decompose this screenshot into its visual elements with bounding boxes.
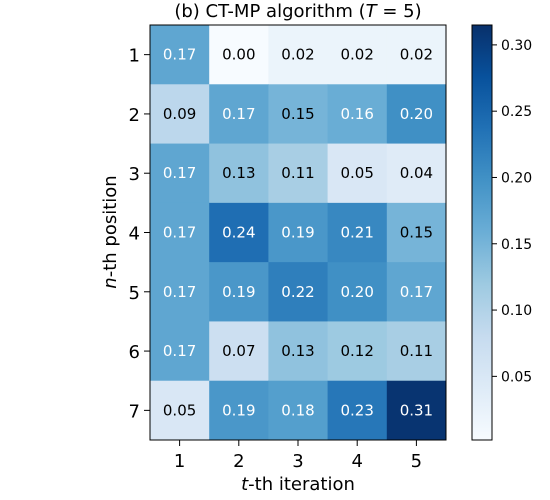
heatmap-cell (386, 380, 447, 441)
cell-value-label: 0.05 (340, 164, 373, 182)
heatmap-cell (386, 202, 447, 263)
cell-value-label: 0.17 (163, 342, 196, 360)
x-tick-label: 5 (411, 451, 422, 472)
cell-value-label: 0.02 (340, 46, 373, 64)
heatmap-cells (150, 25, 447, 441)
cell-value-label: 0.05 (163, 401, 196, 419)
x-tick-label: 3 (292, 451, 303, 472)
cell-value-label: 0.20 (340, 283, 373, 301)
colorbar-tick-label: 0.25 (501, 104, 532, 120)
cell-value-label: 0.17 (222, 105, 255, 123)
heatmap-cell (268, 25, 329, 85)
cell-value-label: 0.19 (222, 283, 255, 301)
colorbar-tick-label: 0.30 (501, 38, 532, 54)
y-tick-label: 3 (129, 164, 140, 185)
heatmap-cell (209, 262, 269, 322)
cell-value-label: 0.22 (281, 283, 314, 301)
cell-value-label: 0.20 (400, 105, 433, 123)
chart-title: (b) CT-MP algorithm (T = 5) (174, 1, 421, 22)
heatmap-cell (327, 380, 388, 441)
cell-value-label: 0.09 (163, 105, 196, 123)
cell-value-label: 0.17 (163, 224, 196, 242)
cell-value-label: 0.00 (222, 46, 255, 64)
cell-value-label: 0.17 (163, 283, 196, 301)
x-axis-label: t-th iteration (241, 474, 355, 495)
heatmap-cell (209, 202, 269, 263)
colorbar (471, 24, 493, 441)
heatmap-cell (327, 143, 388, 204)
cell-value-label: 0.04 (400, 164, 433, 182)
heatmap-cell (327, 25, 388, 85)
cell-value-label: 0.15 (400, 224, 433, 242)
cell-value-label: 0.02 (281, 46, 314, 64)
heatmap-cell (209, 25, 269, 85)
cell-value-label: 0.07 (222, 342, 255, 360)
heatmap-cell (327, 321, 388, 382)
heatmap-cell (150, 202, 210, 263)
heatmap-cell (150, 321, 210, 382)
heatmap-cell (150, 262, 210, 322)
heatmap-cell-labels: 0.17 0.00 0.02 0.02 0.02 0.09 0.17 0.15 0.16 0.20… (163, 46, 433, 420)
cell-value-label: 0.19 (222, 401, 255, 419)
x-tick-label: 1 (174, 451, 185, 472)
colorbar-tick-label: 0.20 (501, 170, 532, 186)
colorbar-tick-label: 0.10 (501, 303, 532, 319)
heatmap-cell (268, 143, 329, 204)
cell-value-label: 0.11 (400, 342, 433, 360)
heatmap-cell (268, 380, 329, 441)
cell-value-label: 0.17 (400, 283, 433, 301)
cell-value-label: 0.23 (340, 401, 373, 419)
heatmap-cell (150, 25, 210, 85)
heatmap-cell (386, 262, 447, 322)
heatmap-cell (386, 25, 447, 85)
heatmap-cell (327, 262, 388, 322)
heatmap-cell (327, 202, 388, 263)
heatmap-cell (268, 262, 329, 322)
y-tick-label: 5 (129, 283, 140, 304)
heatmap-cell (386, 321, 447, 382)
cell-value-label: 0.17 (163, 46, 196, 64)
heatmap-cell (268, 202, 329, 263)
y-tick-label: 1 (129, 46, 140, 67)
cell-value-label: 0.17 (163, 164, 196, 182)
y-axis-label: n-th position (100, 175, 121, 288)
cell-value-label: 0.19 (281, 224, 314, 242)
y-axis-ticks: 1 2 3 4 5 6 7 (129, 46, 150, 422)
colorbar-tick-label: 0.15 (501, 237, 532, 253)
heatmap-cell (327, 84, 388, 145)
cell-value-label: 0.11 (281, 164, 314, 182)
y-tick-label: 4 (129, 224, 140, 245)
x-tick-label: 2 (233, 451, 244, 472)
heatmap-cell (150, 380, 210, 441)
cell-value-label: 0.21 (340, 224, 373, 242)
x-axis-ticks: 1 2 3 4 5 (174, 440, 422, 472)
y-tick-label: 7 (129, 401, 140, 422)
heatmap-cell (209, 380, 269, 441)
cell-value-label: 0.15 (281, 105, 314, 123)
cell-value-label: 0.24 (222, 224, 255, 242)
cell-value-label: 0.16 (340, 105, 373, 123)
cell-value-label: 0.18 (281, 401, 314, 419)
y-tick-label: 6 (129, 342, 140, 363)
heatmap-cell (386, 143, 447, 204)
heatmap-cell (150, 84, 210, 145)
heatmap-cell (150, 143, 210, 204)
heatmap-cell (386, 84, 447, 145)
heatmap-cell (209, 143, 269, 204)
cell-value-label: 0.12 (340, 342, 373, 360)
colorbar-tick-label: 0.05 (501, 369, 532, 385)
heatmap-cell (209, 321, 269, 382)
y-tick-label: 2 (129, 105, 140, 126)
x-tick-label: 4 (351, 451, 362, 472)
heatmap-cell (268, 321, 329, 382)
heatmap-cell (268, 84, 329, 145)
cell-value-label: 0.13 (222, 164, 255, 182)
cell-value-label: 0.02 (400, 46, 433, 64)
cell-value-label: 0.31 (400, 401, 433, 419)
colorbar-ticks: 0.05 0.10 0.15 0.20 0.25 0.30 (492, 38, 532, 385)
cell-value-label: 0.13 (281, 342, 314, 360)
heatmap-cell (209, 84, 269, 145)
